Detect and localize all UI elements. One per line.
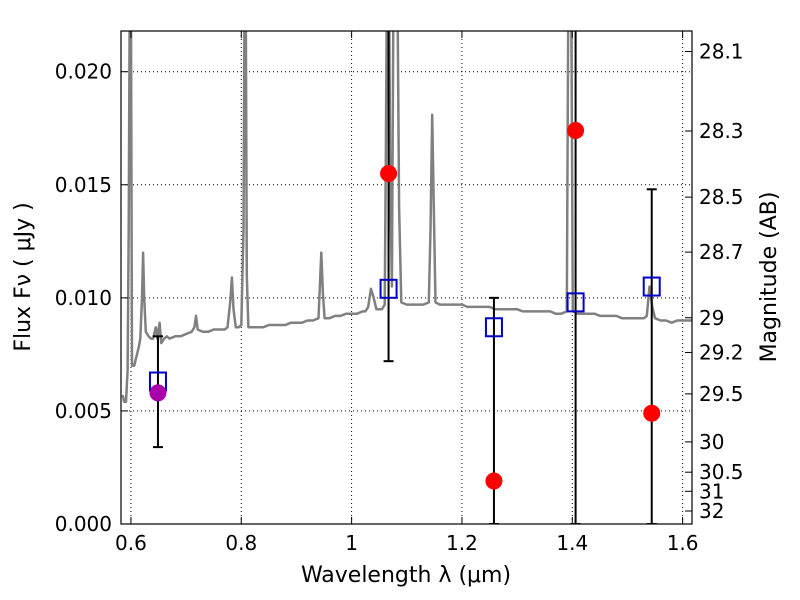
right-tick-label: 29 bbox=[699, 306, 724, 330]
observed-flux-markers bbox=[149, 122, 661, 490]
y-tick-label: 0.000 bbox=[55, 512, 112, 536]
x-tick-label: 0.8 bbox=[225, 531, 257, 555]
x-tick-label: 1.4 bbox=[556, 531, 588, 555]
axis-ticks bbox=[121, 31, 692, 525]
right-tick-label: 29.5 bbox=[699, 382, 744, 406]
y-tick-label: 0.010 bbox=[55, 286, 112, 310]
observed-flux-point bbox=[149, 384, 167, 402]
y-tick-label: 0.015 bbox=[55, 173, 112, 197]
model-band-marker bbox=[566, 292, 585, 313]
observed-flux-point bbox=[567, 122, 585, 140]
observed-flux-point bbox=[380, 164, 398, 182]
model-band-marker bbox=[642, 276, 661, 297]
x-tick-label: 0.6 bbox=[115, 531, 147, 555]
y-axis-label: Flux Fν ( μJy ) bbox=[11, 202, 36, 351]
x-tick-label: 1.2 bbox=[446, 531, 478, 555]
y-tick-labels: 0.000 0.005 0.010 0.015 0.020 bbox=[55, 60, 112, 536]
spectrum-line bbox=[121, 31, 692, 404]
right-tick-label: 30.5 bbox=[699, 460, 744, 484]
spectrum-series bbox=[121, 31, 692, 404]
model-band-marker bbox=[379, 278, 398, 299]
x-tick-label: 1.6 bbox=[667, 531, 699, 555]
right-tick-label: 28.3 bbox=[699, 119, 744, 143]
right-tick-label: 28.7 bbox=[699, 240, 744, 264]
right-tick-label: 28.5 bbox=[699, 185, 744, 209]
right-tick-label: 29.2 bbox=[699, 340, 744, 364]
observed-flux-point bbox=[643, 404, 661, 422]
x-axis-label: Wavelength λ (μm) bbox=[301, 563, 511, 588]
observed-flux-point bbox=[485, 472, 503, 490]
model-band-marker bbox=[484, 317, 503, 338]
right-tick-label: 32 bbox=[699, 499, 724, 523]
y-tick-label: 0.005 bbox=[55, 399, 112, 423]
y-tick-label: 0.020 bbox=[55, 60, 112, 84]
x-tick-label: 1 bbox=[345, 531, 358, 555]
right-axis-label: Magnitude (AB) bbox=[757, 192, 782, 363]
x-tick-labels: 0.6 0.8 1 1.2 1.4 1.6 bbox=[115, 531, 699, 555]
right-tick-label: 28.1 bbox=[699, 40, 744, 64]
right-tick-label: 31 bbox=[699, 479, 724, 503]
model-band-markers bbox=[148, 276, 661, 392]
plot-frame bbox=[120, 30, 693, 525]
right-tick-label: 30 bbox=[699, 430, 724, 454]
